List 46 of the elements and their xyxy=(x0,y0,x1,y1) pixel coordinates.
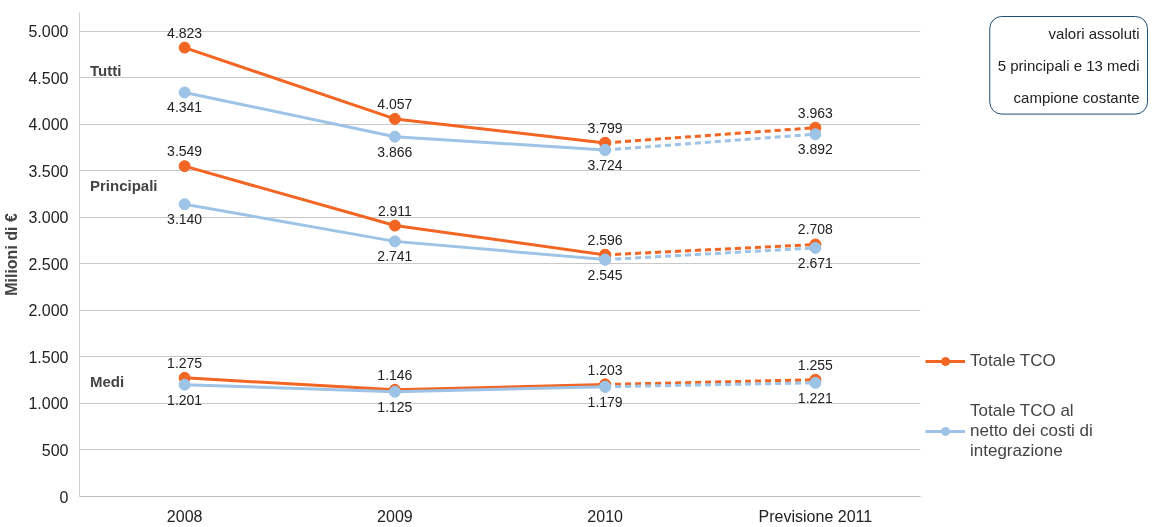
y-tick-label: 2.500 xyxy=(28,255,69,273)
y-tick-label: 1.000 xyxy=(28,395,69,413)
data-label: 3.963 xyxy=(797,104,834,121)
data-label: 3.866 xyxy=(377,143,413,160)
x-tick-label: 2009 xyxy=(377,507,413,525)
data-label: 1.203 xyxy=(587,361,623,378)
data-label: 1.275 xyxy=(167,354,203,371)
data-label: 3.140 xyxy=(167,211,203,228)
annotation: Principali xyxy=(90,176,158,194)
y-tick-label: 1.500 xyxy=(28,348,69,366)
data-label: 1.125 xyxy=(377,398,413,415)
y-tick-label: 4.500 xyxy=(28,69,69,87)
x-tick-label: Previsione 2011 xyxy=(758,507,873,525)
y-axis-title: Milioni di € xyxy=(3,213,21,296)
x-tick-label: 2008 xyxy=(166,507,203,525)
annotation: Tutti xyxy=(90,61,122,79)
data-label: 1.255 xyxy=(797,356,834,373)
data-label: 3.724 xyxy=(587,156,623,173)
y-tick-label: 3.000 xyxy=(28,209,69,227)
x-tick-label: 2010 xyxy=(587,507,624,525)
y-tick-label: 5.000 xyxy=(28,23,69,41)
data-label: 2.545 xyxy=(587,266,623,283)
data-label: 2.708 xyxy=(797,221,834,238)
y-tick-label: 2.000 xyxy=(28,302,69,320)
data-label: 2.741 xyxy=(377,248,413,265)
data-label: 3.892 xyxy=(797,141,834,158)
data-label: 2.671 xyxy=(797,254,834,271)
y-tick-label: 500 xyxy=(41,441,69,459)
y-tick-label: 0 xyxy=(59,488,69,506)
legend-label: Totale TCO al netto dei costi di integrazione xyxy=(970,401,1093,461)
y-tick-label: 3.500 xyxy=(28,162,69,180)
data-label: 3.799 xyxy=(587,119,623,136)
data-label: 4.823 xyxy=(167,24,203,41)
data-label: 1.221 xyxy=(797,389,834,406)
data-label: 1.146 xyxy=(377,366,413,383)
y-tick-label: 4.000 xyxy=(28,116,69,134)
data-label: 2.596 xyxy=(587,231,623,248)
annotation: Medi xyxy=(90,372,125,390)
text: valori assoluti 5 principali e 13 medi campione costante xyxy=(997,24,1140,107)
data-label: 4.341 xyxy=(167,99,203,116)
data-label: 1.201 xyxy=(167,391,203,408)
legend-label: Totale TCO xyxy=(970,351,1056,371)
data-label: 4.057 xyxy=(377,95,413,112)
data-label: 3.549 xyxy=(167,143,203,160)
data-label: 1.179 xyxy=(587,393,623,410)
data-label: 2.911 xyxy=(377,202,413,219)
